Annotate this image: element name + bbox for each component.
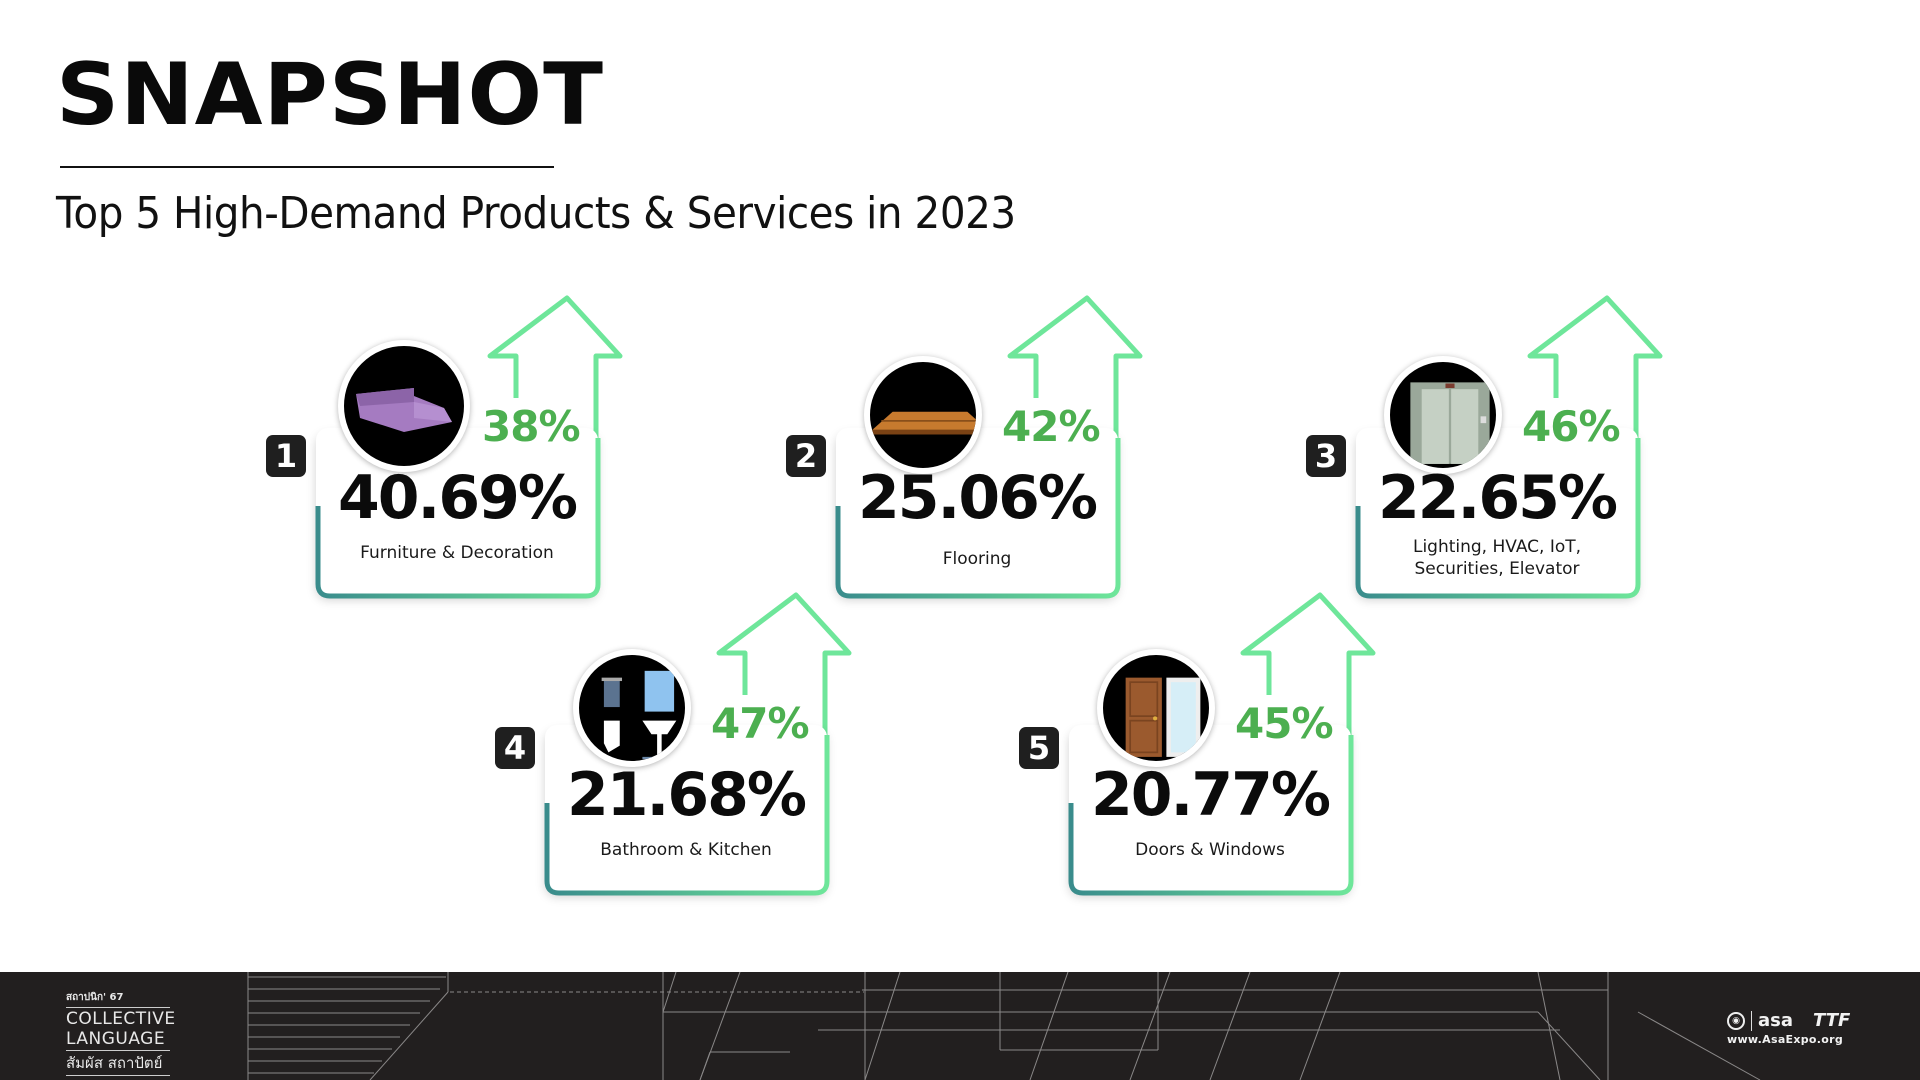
growth-arrow-icon [1527, 295, 1663, 558]
growth-percent: 46% [1522, 402, 1621, 451]
decorative-line-pattern [247, 972, 1761, 1080]
rank-badge: 2 [786, 435, 826, 477]
logo-line-2: LANGUAGE [66, 1029, 166, 1049]
door-window-icon [1097, 649, 1215, 767]
item-card-4: 4 47% 21.68% Bathroom & Kitchen [495, 592, 965, 925]
item-card-5: 5 45% 20.77% Doors & Windows [1019, 592, 1489, 925]
stat-label: Flooring [942, 549, 1012, 569]
stat-label: Lighting, HVAC, IoT, Securities, Elevato… [1356, 536, 1638, 580]
asa-logo: asa [1758, 1010, 1794, 1031]
item-card-3: 3 46% 22.65% Lighting, HVAC, IoT, Securi… [1306, 295, 1776, 628]
rank-badge: 3 [1306, 435, 1346, 477]
bathroom-icon [573, 649, 691, 767]
logo-line-1: COLLECTIVE [66, 1009, 176, 1029]
growth-arrow-icon [716, 592, 852, 855]
elevator-icon [1384, 356, 1502, 474]
stat-label: Furniture & Decoration [360, 543, 554, 563]
website-url: www.AsaExpo.org [1727, 1033, 1844, 1046]
rank-badge: 4 [495, 727, 535, 769]
item-card-2: 2 42% 25.06% Flooring [786, 295, 1256, 628]
stat-label-line: Lighting, HVAC, IoT, [1412, 537, 1582, 557]
page-subtitle: Top 5 High-Demand Products & Services in… [56, 188, 1016, 239]
stat-label: Doors & Windows [1135, 840, 1285, 860]
page-title: SNAPSHOT [56, 45, 604, 145]
rank-badge: 1 [266, 435, 306, 477]
growth-percent: 45% [1235, 699, 1334, 748]
wood-floor-icon [864, 356, 982, 474]
growth-percent: 42% [1002, 402, 1101, 451]
stat-value: 25.06% [858, 463, 1098, 533]
title-divider [60, 166, 554, 168]
collective-language-logo: สถาปนิก' 67 COLLECTIVE LANGUAGE สัมผัส ส… [66, 990, 176, 1076]
stat-value: 22.65% [1378, 463, 1618, 533]
logo-thai-tagline: สัมผัส สถาปัตย์ [66, 1050, 170, 1076]
asa-seal-icon: ◉ [1727, 1011, 1745, 1030]
ttf-logo: TTF [1813, 1010, 1851, 1031]
growth-percent: 38% [482, 402, 581, 451]
sponsor-logos: ◉ asa TTF www.AsaExpo.org [1727, 1010, 1850, 1046]
growth-percent: 47% [711, 699, 810, 748]
growth-arrow-icon [1240, 592, 1376, 855]
stat-value: 21.68% [567, 760, 807, 830]
logo-event-name: สถาปนิก' 67 [66, 990, 170, 1008]
rank-badge: 5 [1019, 727, 1059, 769]
footer-bar: สถาปนิก' 67 COLLECTIVE LANGUAGE สัมผัส ส… [0, 972, 1920, 1080]
logo-divider [1751, 1010, 1752, 1031]
item-card-1: 1 38% 40.69% Furniture & Decoration [266, 295, 736, 628]
stat-label-line: Securities, Elevator [1414, 559, 1580, 579]
stat-label: Bathroom & Kitchen [600, 840, 772, 860]
sofa-icon [338, 340, 470, 472]
growth-arrow-icon [1007, 295, 1143, 558]
growth-arrow-icon [487, 295, 623, 558]
stat-value: 40.69% [338, 463, 578, 533]
stat-value: 20.77% [1091, 760, 1331, 830]
